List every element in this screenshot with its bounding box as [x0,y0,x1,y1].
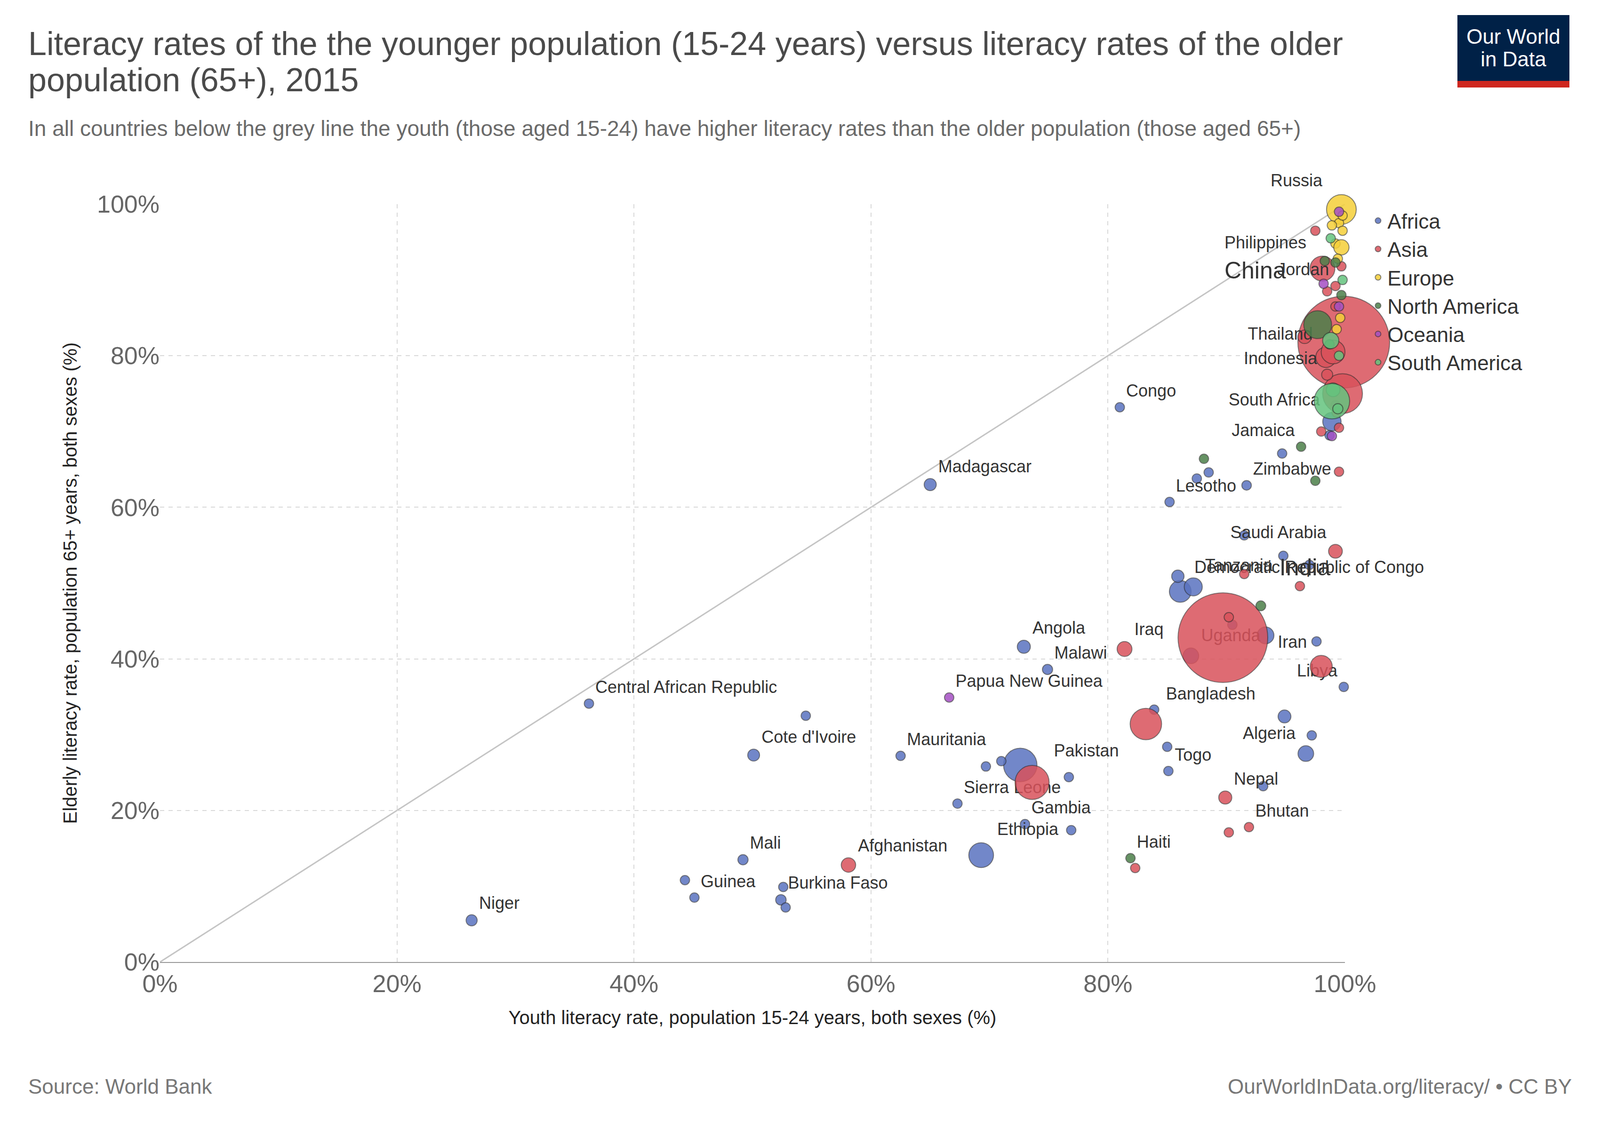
svg-text:Bangladesh: Bangladesh [1166,684,1256,704]
svg-text:20%: 20% [110,797,160,825]
svg-text:Uganda: Uganda [1200,625,1261,646]
svg-text:China: China [1224,257,1287,284]
svg-text:Africa: Africa [1387,209,1441,233]
svg-text:Congo: Congo [1126,381,1176,401]
svg-text:Angola: Angola [1032,618,1086,638]
html-text:OurWorldInData.org/literacy/ •: OurWorldInData.org/literacy/ • CC BY [1227,1075,1572,1099]
svg-text:Philippines: Philippines [1224,232,1307,253]
svg-text:Malawi: Malawi [1054,643,1108,663]
svg-text:Bhutan: Bhutan [1255,801,1310,821]
svg-text:100%: 100% [1313,970,1377,998]
svg-text:Libya: Libya [1296,661,1338,681]
svg-text:Asia: Asia [1387,238,1428,262]
svg-text:Youth literacy rate, populatio: Youth literacy rate, population 15-24 ye… [508,1007,997,1029]
svg-text:Niger: Niger [479,893,520,913]
svg-text:Saudi Arabia: Saudi Arabia [1230,522,1327,543]
svg-text:Ethiopia: Ethiopia [997,819,1059,840]
svg-text:Jamaica: Jamaica [1231,420,1296,440]
svg-text:Cote d'Ivoire: Cote d'Ivoire [761,727,856,747]
svg-text:Burkina Faso: Burkina Faso [787,873,888,893]
svg-text:Zimbabwe: Zimbabwe [1253,459,1332,479]
svg-text:Iraq: Iraq [1134,619,1164,640]
svg-text:South America: South America [1387,351,1523,375]
svg-text:Togo: Togo [1174,745,1212,765]
svg-text:Elderly literacy rate, populat: Elderly literacy rate, population 65+ ye… [59,342,81,825]
svg-text:Haiti: Haiti [1136,832,1171,852]
svg-text:South Africa: South Africa [1228,390,1321,410]
svg-text:Madagascar: Madagascar [938,456,1032,477]
html-text:In all countries below the gre: In all countries below the grey line the… [28,116,1301,141]
svg-text:Algeria: Algeria [1242,723,1296,744]
svg-text:Tanzania: Tanzania [1205,555,1274,576]
svg-text:North America: North America [1387,295,1519,319]
svg-text:40%: 40% [609,970,659,998]
svg-text:Nepal: Nepal [1233,769,1279,789]
svg-text:Russia: Russia [1270,170,1323,191]
svg-text:Sierra Leone: Sierra Leone [963,777,1061,798]
svg-text:80%: 80% [1083,970,1133,998]
svg-text:Oceania: Oceania [1387,323,1465,347]
svg-text:0%: 0% [142,970,178,998]
svg-text:0%: 0% [124,948,160,976]
svg-text:Democratic Republic of Congo: Democratic Republic of Congo [1194,557,1424,577]
svg-text:100%: 100% [96,190,160,218]
svg-text:Thailand: Thailand [1247,324,1313,344]
svg-text:80%: 80% [110,342,160,370]
svg-text:40%: 40% [110,645,160,673]
svg-text:Jordan: Jordan [1277,259,1329,280]
svg-text:Gambia: Gambia [1031,798,1092,818]
html-text:Literacy rates of the the youn: Literacy rates of the the younger popula… [28,25,1343,99]
svg-text:Mauritania: Mauritania [906,729,987,750]
html-text:Our World in Data: Our World in Data [1466,24,1561,71]
html-text:Source: World Bank: Source: World Bank [28,1075,212,1099]
svg-text:20%: 20% [372,970,422,998]
svg-text:Iran: Iran [1277,632,1307,652]
svg-text:60%: 60% [110,494,160,522]
svg-text:Europe: Europe [1387,266,1455,290]
svg-text:Lesotho: Lesotho [1176,476,1237,496]
svg-text:Afghanistan: Afghanistan [857,836,948,856]
svg-text:Indonesia: Indonesia [1243,348,1318,368]
svg-text:Pakistan: Pakistan [1054,741,1120,761]
svg-text:Central African Republic: Central African Republic [595,677,777,697]
svg-text:Guinea: Guinea [700,872,756,892]
svg-text:India: India [1279,554,1331,581]
svg-text:Mali: Mali [749,833,781,853]
svg-text:60%: 60% [846,970,896,998]
svg-text:Papua New Guinea: Papua New Guinea [955,671,1103,691]
